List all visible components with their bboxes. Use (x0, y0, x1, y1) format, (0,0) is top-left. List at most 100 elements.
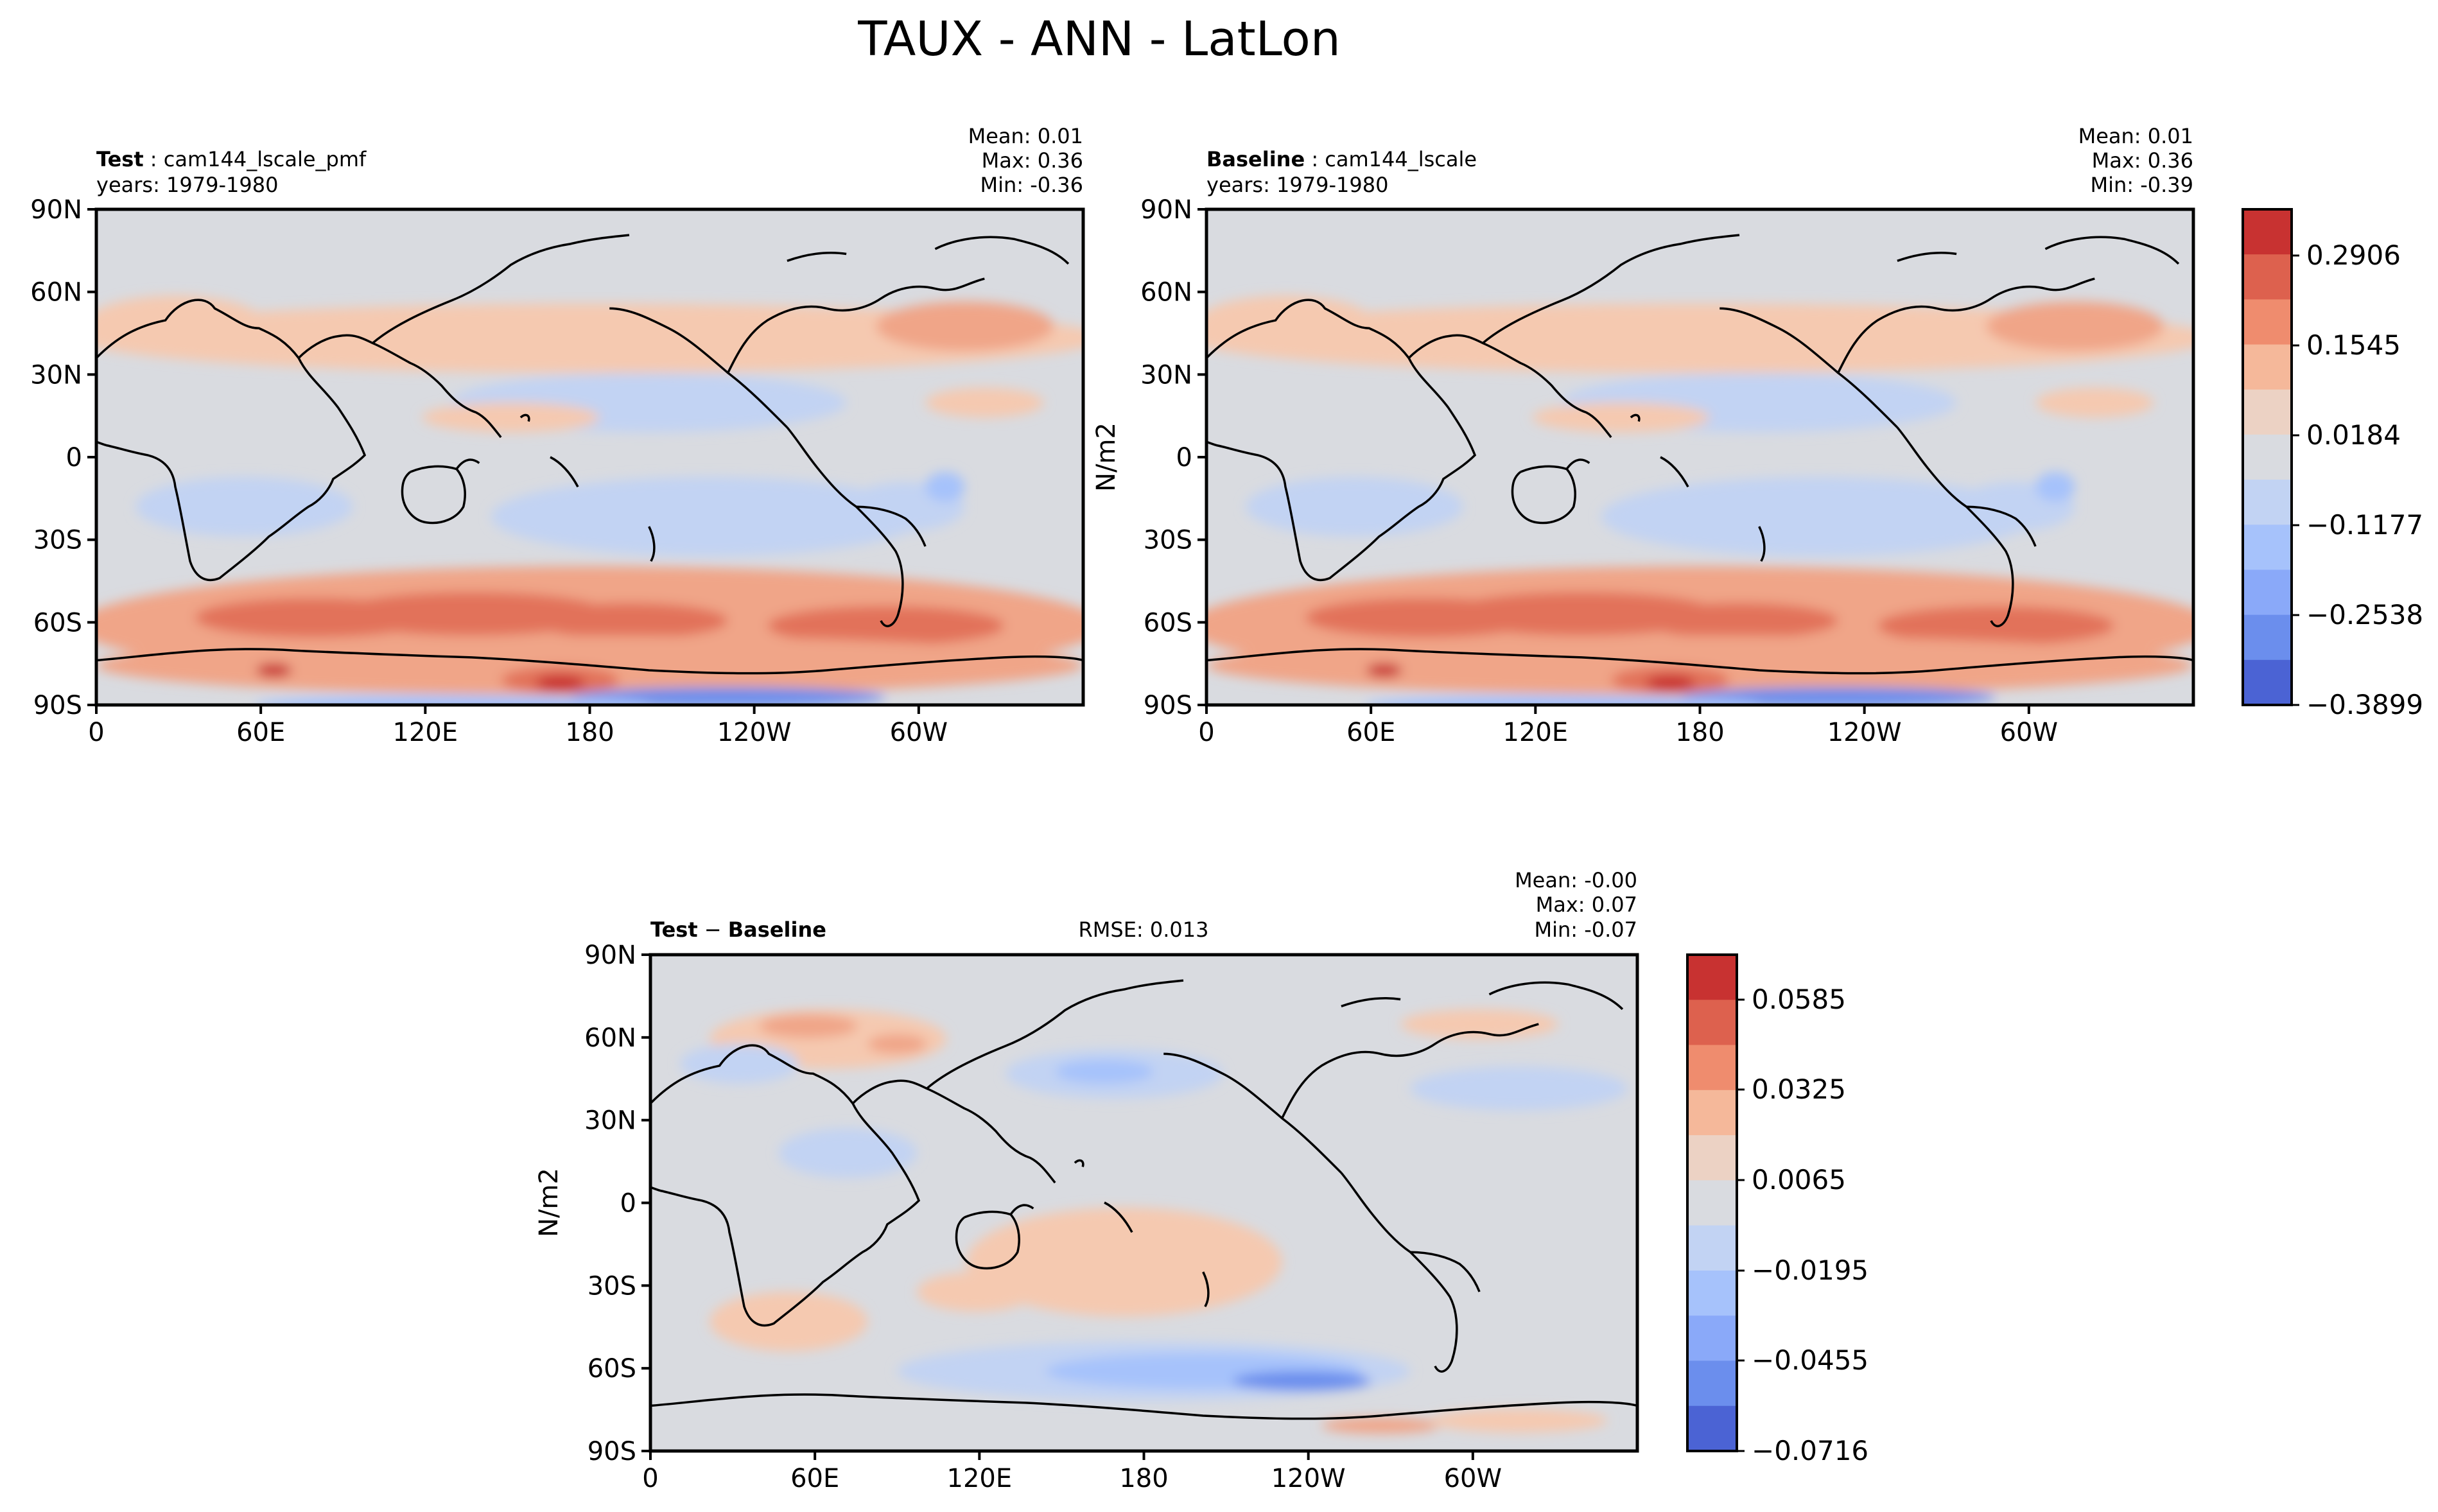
field-anomaly (1410, 1066, 1628, 1111)
diff-label-test: Test (650, 917, 698, 942)
lat-tick-label: 90S (1144, 691, 1192, 720)
diff-panel-header: Test − Baseline (650, 917, 826, 942)
diff-min: Min: -0.07 (1534, 917, 1637, 942)
coastline-segment (649, 526, 654, 561)
coastline-segment (1341, 998, 1400, 1007)
field-anomaly (530, 603, 728, 639)
diff-colorbar-swatch (1687, 1360, 1737, 1407)
field-anomaly (925, 387, 1044, 418)
lon-tick-label: 120W (1271, 1464, 1346, 1493)
lon-tick-label: 60W (890, 718, 948, 747)
lon-tick-label: 180 (1675, 718, 1724, 747)
main-colorbar-swatch (2243, 344, 2292, 390)
field-anomaly (256, 663, 292, 677)
test-max: Max: 0.36 (982, 148, 1083, 173)
coastline-segment (299, 335, 501, 437)
field-anomaly (1601, 476, 2035, 557)
coastline-segment (853, 1081, 1055, 1183)
coastline-segment (1163, 1054, 1341, 1172)
coastline-segment (1567, 460, 1589, 469)
diff-cb-tick-3: 0.0065 (1752, 1164, 1846, 1195)
coastline-segment (1410, 1252, 1479, 1292)
coastline-segment (521, 415, 529, 421)
field-anomaly (1366, 663, 1402, 677)
diff-colorbar-frame (1686, 953, 1738, 1452)
coastline-segment (1206, 649, 2193, 673)
coastline-segment (927, 980, 1183, 1088)
coastline-segment (1720, 308, 1897, 427)
lon-tick-label: 120E (1503, 718, 1569, 747)
lon-tick-label: 180 (565, 718, 614, 747)
field-anomaly (867, 1034, 927, 1054)
coastline-segment (1897, 428, 2013, 626)
diff-colorbar-swatch (1687, 1045, 1737, 1091)
lat-tick-label: 60N (584, 1023, 636, 1053)
field-anomaly (759, 1014, 858, 1038)
diff-colorbar-swatch (1687, 1180, 1737, 1226)
field-anomaly (1532, 403, 1710, 433)
field-anomaly (710, 1292, 868, 1351)
field-anomaly (254, 695, 649, 705)
coastline-segment (1341, 1173, 1457, 1371)
coastline-segment (787, 428, 903, 626)
diff-cb-tick-1: 0.0585 (1752, 984, 1846, 1015)
coastline-segment (728, 279, 985, 373)
main-cb-tick-1: 0.2906 (2306, 239, 2401, 271)
coastline-segment (1489, 982, 1622, 1009)
field-anomaly (680, 1043, 799, 1084)
diff-label-sep: − (704, 917, 722, 942)
coastline-segment (372, 235, 629, 343)
diff-mean: Mean: -0.00 (1515, 868, 1637, 892)
baseline-max: Max: 0.36 (2092, 148, 2193, 173)
lat-tick-label: 30N (30, 360, 82, 390)
coastline-segment (935, 237, 1068, 264)
lon-tick-label: 60W (2000, 718, 2058, 747)
main-colorbar-swatch (2243, 299, 2292, 345)
lat-tick-label: 60N (30, 278, 82, 308)
lat-tick-label: 0 (66, 443, 82, 473)
diff-colorbar-swatch (1687, 1270, 1737, 1316)
coastline-segment (650, 1395, 1637, 1419)
lat-tick-label: 30S (588, 1271, 636, 1301)
diff-unit-label: N/m2 (534, 1168, 564, 1237)
field-anomaly (917, 1272, 1036, 1312)
coastline-segment (1483, 235, 1739, 343)
coastline-segment (1759, 526, 1764, 561)
test-map (76, 209, 1083, 705)
test-label: Test (96, 147, 144, 171)
diff-colorbar-swatch (1687, 955, 1737, 1000)
baseline-min: Min: -0.39 (2090, 173, 2193, 197)
lat-tick-label: 60S (1144, 608, 1192, 638)
test-min: Min: -0.36 (980, 173, 1083, 197)
field-anomaly (876, 301, 1054, 351)
lat-tick-label: 30N (1140, 360, 1192, 390)
coastline-segment (1966, 507, 2035, 546)
main-colorbar-frame (2242, 208, 2293, 706)
diff-cb-tick-4: −0.0195 (1752, 1255, 1868, 1286)
coastline-segment (1104, 1203, 1132, 1232)
coastline-segment (550, 457, 578, 487)
lon-tick-label: 60E (790, 1464, 839, 1493)
main-cb-tick-4: −0.1177 (2306, 509, 2423, 541)
field-anomaly (1206, 295, 1375, 351)
coastline-segment (402, 466, 465, 523)
coastline-segment (1409, 335, 1611, 437)
field-anomaly (96, 303, 1083, 373)
field-anomaly (535, 675, 585, 691)
diff-rmse: RMSE: 0.013 (1079, 917, 1209, 942)
baseline-mean: Mean: 0.01 (2078, 124, 2193, 148)
diff-cb-tick-5: −0.0455 (1752, 1344, 1868, 1376)
field-anomaly (1246, 476, 1463, 537)
field-anomaly (1232, 1371, 1371, 1391)
test-years: years: 1979-1980 (96, 173, 278, 197)
baseline-panel: Baseline : cam144_lscale years: 1979-198… (1092, 124, 2195, 747)
baseline-axes: 0 60E 120E 180 120W 60W 90N 60N 30N 0 30S 60S 90S (1140, 195, 2058, 747)
field-anomaly (491, 476, 925, 557)
coastline-segment (1660, 457, 1688, 487)
coastlines (76, 235, 1083, 673)
field-anomaly (1364, 695, 1759, 705)
coastline-segment (1075, 1160, 1083, 1167)
lat-tick-label: 60S (588, 1354, 636, 1384)
field-anomaly (2035, 387, 2154, 418)
baseline-label: Baseline (1206, 147, 1305, 171)
